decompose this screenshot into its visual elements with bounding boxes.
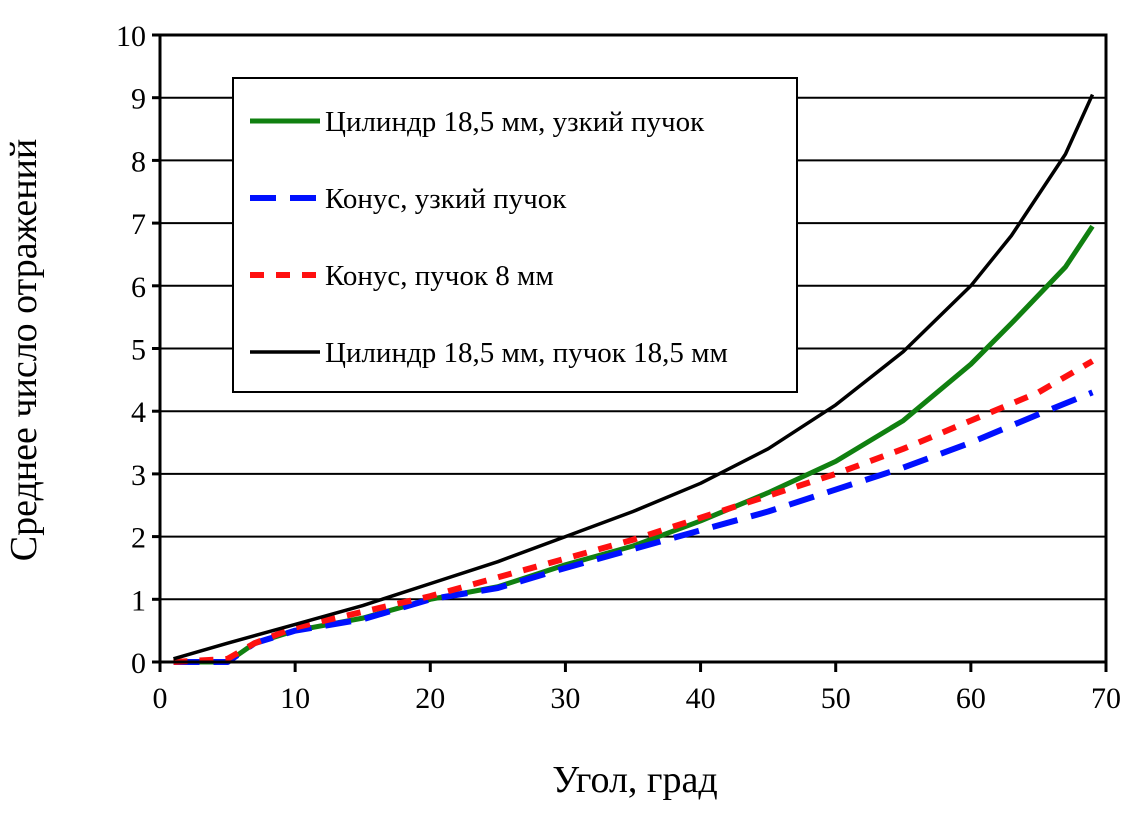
y-axis-label: Среднее число отражений (3, 139, 45, 561)
x-tick-label: 50 (821, 682, 851, 715)
x-tick-label: 0 (153, 682, 168, 715)
legend-label: Цилиндр 18,5 мм, узкий пучок (325, 106, 705, 138)
y-tick-label: 8 (131, 145, 146, 178)
plot-frame (158, 33, 1108, 664)
y-tick-label: 2 (131, 522, 146, 555)
y-tick-label: 10 (116, 20, 146, 53)
x-tick-label: 60 (956, 682, 986, 715)
legend-label: Конус, узкий пучок (325, 183, 567, 215)
legend-box (232, 77, 798, 393)
y-tick-label: 9 (131, 83, 146, 116)
series-line-2 (173, 358, 1094, 665)
y-tick-label: 5 (131, 334, 146, 367)
y-tick-label: 1 (131, 584, 146, 617)
y-tick-label: 3 (131, 459, 146, 492)
series-line-3 (173, 93, 1095, 661)
legend: Цилиндр 18,5 мм, узкий пучок Конус, узкий… (232, 77, 798, 393)
y-tick-label: 7 (131, 208, 146, 241)
x-tick-label: 70 (1091, 682, 1121, 715)
x-tick-label: 10 (280, 682, 310, 715)
x-tick-label: 40 (686, 682, 716, 715)
y-tick-label: 0 (131, 647, 146, 680)
x-tick-label: 20 (415, 682, 445, 715)
legend-label: Конус, пучок 8 мм (325, 260, 554, 292)
y-tick-label: 4 (131, 396, 146, 429)
x-tick-label: 30 (550, 682, 580, 715)
axes: 0 1 2 3 4 5 6 7 8 9 10 0 10 20 30 40 50 60 70 (116, 20, 1121, 715)
series-lines (173, 93, 1095, 665)
series-line-1 (173, 389, 1094, 665)
y-tick-label: 6 (131, 271, 146, 304)
x-axis-label: Угол, град (552, 759, 717, 801)
legend-label: Цилиндр 18,5 мм, пучок 18,5 мм (325, 337, 728, 369)
